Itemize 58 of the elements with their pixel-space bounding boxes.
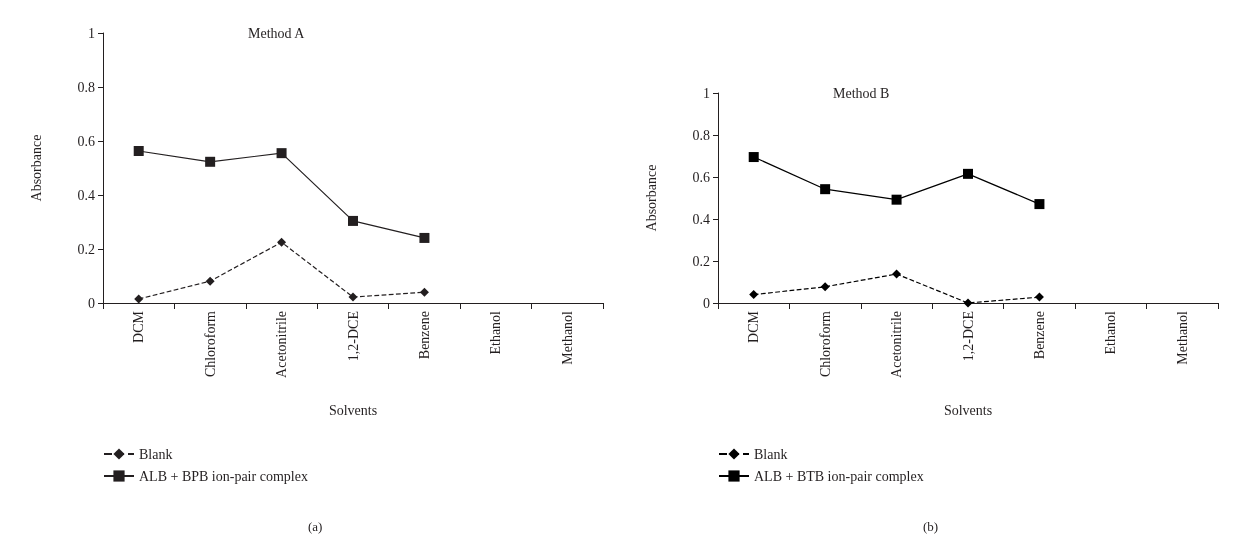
x-tick-label: Methanol (1174, 310, 1190, 365)
point (891, 194, 902, 205)
x-tick-label: Acetonitrile (889, 311, 905, 378)
y-tick-label: 0.2 (692, 253, 710, 269)
point (748, 152, 759, 163)
point (820, 184, 831, 195)
x-tick-label: Benzene (416, 311, 432, 360)
point (419, 232, 430, 243)
point (133, 145, 144, 156)
y-tick-label: 0.8 (692, 127, 710, 143)
point (348, 215, 358, 226)
legend-label: Blank (754, 446, 788, 462)
chart-title: Method A (248, 25, 306, 41)
y-tick-label: 0.4 (77, 187, 95, 203)
y-axis-title: Absorbance (28, 134, 44, 202)
point (348, 292, 358, 302)
y-tick-label: 0.2 (77, 241, 95, 257)
x-tick-label: 1,2-DCE (345, 311, 361, 362)
point (1034, 292, 1044, 302)
x-tick-label: DCM (746, 310, 762, 343)
point (419, 287, 429, 297)
y-tick-label: 0.4 (692, 211, 710, 227)
point (820, 282, 830, 292)
legend-label: ALB + BPB ion-pair complex (139, 468, 308, 484)
x-tick-label: Methanol (559, 310, 575, 365)
point (134, 294, 144, 304)
y-tick-label: 0 (703, 295, 710, 311)
y-axis-title: Absorbance (643, 164, 659, 232)
x-tick-label: DCM (131, 310, 147, 343)
x-tick-label: Acetonitrile (274, 311, 290, 378)
text: (a) (308, 519, 323, 534)
x-axis-title: Solvents (328, 402, 378, 418)
x-tick-label: Ethanol (1103, 310, 1119, 355)
y-tick-label: 0 (88, 295, 95, 311)
point (205, 156, 216, 167)
y-tick-label: 1 (703, 85, 710, 101)
point (963, 298, 973, 308)
y-tick-label: 1 (88, 25, 95, 41)
x-tick-label: Benzene (1031, 311, 1047, 360)
point (749, 290, 759, 300)
legend-label: Blank (139, 446, 173, 462)
y-tick-label: 0.8 (77, 79, 95, 95)
point (276, 148, 287, 159)
chart-title: Method B (833, 85, 890, 101)
x-tick-label: Ethanol (488, 310, 504, 355)
x-tick-label: Chloroform (817, 310, 833, 378)
legend-label: ALB + BTB ion-pair complex (754, 468, 924, 484)
point (277, 237, 287, 247)
x-tick-label: 1,2-DCE (960, 311, 976, 362)
point (963, 168, 973, 179)
point (1034, 199, 1045, 210)
x-tick-label: Chloroform (202, 310, 218, 378)
text: (b) (923, 519, 939, 534)
point (205, 276, 215, 286)
x-axis-title: Solvents (943, 402, 993, 418)
y-tick-label: 0.6 (692, 169, 710, 185)
y-tick-label: 0.6 (77, 133, 95, 149)
point (892, 269, 902, 279)
